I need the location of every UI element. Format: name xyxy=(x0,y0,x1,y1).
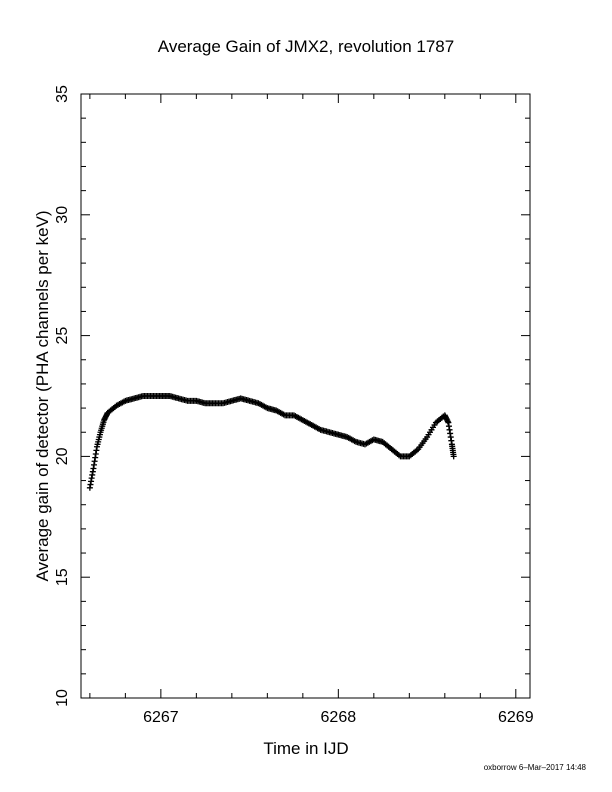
axis-tick-labels: 6267 6268 6269 10 15 20 25 30 35 xyxy=(54,85,534,726)
y-tick-label: 20 xyxy=(54,447,71,465)
y-tick-label: 15 xyxy=(54,568,71,586)
x-tick-label: 6268 xyxy=(321,709,357,726)
x-tick-label: 6269 xyxy=(498,709,534,726)
data-markers xyxy=(86,393,457,491)
footer-credit: oxborrow 6–Mar–2017 14:48 xyxy=(484,763,587,772)
y-tick-label: 30 xyxy=(54,206,71,224)
axis-ticks xyxy=(81,93,530,699)
chart-title: Average Gain of JMX2, revolution 1787 xyxy=(158,37,454,56)
plot-frame xyxy=(80,93,531,699)
y-axis-label: Average gain of detector (PHA channels p… xyxy=(33,210,52,581)
y-tick-label: 25 xyxy=(54,327,71,345)
x-axis-label: Time in IJD xyxy=(263,739,348,758)
x-tick-label: 6267 xyxy=(143,709,179,726)
y-tick-label: 10 xyxy=(54,689,71,707)
data-point-marker xyxy=(450,453,457,460)
y-tick-label: 35 xyxy=(54,85,71,103)
